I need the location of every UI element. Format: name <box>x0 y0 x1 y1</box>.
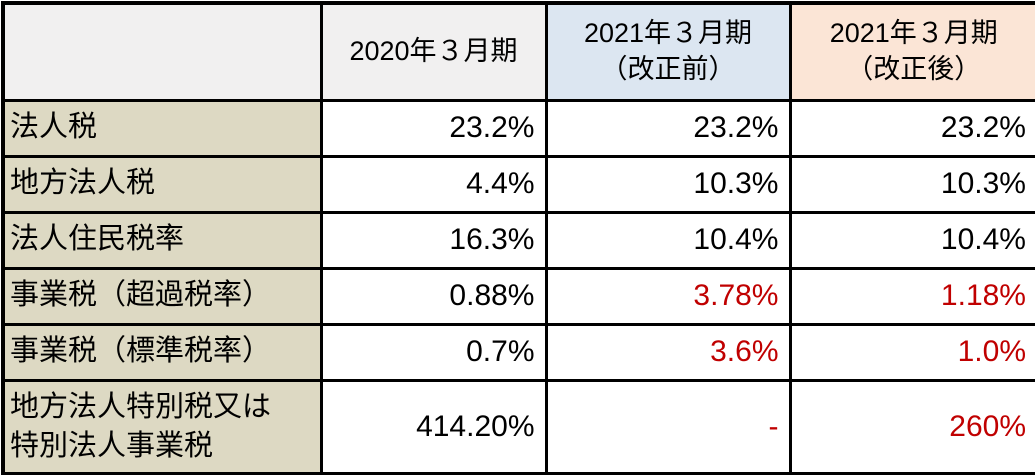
value-cell-highlighted: 260% <box>788 378 1035 475</box>
row-label: 地方法人特別税又は 特別法人事業税 <box>1 378 323 475</box>
row-label-line1: 地方法人特別税又は <box>10 390 272 423</box>
value-cell: 414.20% <box>319 378 548 475</box>
value-cell: 0.88% <box>319 266 548 326</box>
value-cell: 23.2% <box>544 98 792 158</box>
header-cell-fy2021-before: 2021年３月期 （改正前） <box>544 1 792 102</box>
header-cell-empty <box>1 1 323 102</box>
row-label: 地方法人税 <box>1 154 323 214</box>
value-cell: 23.2% <box>319 98 548 158</box>
table-row-local-corporate-tax: 地方法人税 4.4% 10.3% 10.3% <box>1 154 1035 214</box>
header-fy2021-before-line2: （改正前） <box>600 53 736 84</box>
value-cell-highlighted: 1.0% <box>788 322 1035 382</box>
table-row-inhabitant-tax: 法人住民税率 16.3% 10.4% 10.4% <box>1 210 1035 270</box>
table-row-special-corporate-enterprise-tax: 地方法人特別税又は 特別法人事業税 414.20% - 260% <box>1 378 1035 475</box>
value-cell: 16.3% <box>319 210 548 270</box>
row-label: 事業税（標準税率） <box>1 322 323 382</box>
value-cell: 0.7% <box>319 322 548 382</box>
header-fy2021-after-line1: 2021年３月期 <box>829 18 998 49</box>
table-row-enterprise-tax-excess: 事業税（超過税率） 0.88% 3.78% 1.18% <box>1 266 1035 326</box>
row-label: 法人税 <box>1 98 323 158</box>
value-cell: 4.4% <box>319 154 548 214</box>
value-cell: 10.4% <box>788 210 1035 270</box>
table-row-corporate-tax: 法人税 23.2% 23.2% 23.2% <box>1 98 1035 158</box>
header-fy2021-before-line1: 2021年３月期 <box>583 18 753 49</box>
value-cell: 10.3% <box>544 154 792 214</box>
header-cell-fy2020: 2020年３月期 <box>319 1 548 102</box>
table-row-enterprise-tax-standard: 事業税（標準税率） 0.7% 3.6% 1.0% <box>1 322 1035 382</box>
value-cell-highlighted: 3.6% <box>544 322 792 382</box>
value-cell: 23.2% <box>788 98 1035 158</box>
value-cell-highlighted: 3.78% <box>544 266 792 326</box>
value-cell: 10.4% <box>544 210 792 270</box>
header-cell-fy2021-after: 2021年３月期 （改正後） <box>788 1 1035 102</box>
header-row: 2020年３月期 2021年３月期 （改正前） 2021年３月期 （改正後） <box>1 1 1035 102</box>
value-cell: 10.3% <box>788 154 1035 214</box>
row-label: 法人住民税率 <box>1 210 323 270</box>
row-label: 事業税（超過税率） <box>1 266 323 326</box>
value-cell-highlighted: 1.18% <box>788 266 1035 326</box>
row-label-line2: 特別法人事業税 <box>10 429 214 462</box>
value-cell-highlighted: - <box>544 378 792 475</box>
header-fy2021-after-line2: （改正後） <box>846 53 982 84</box>
